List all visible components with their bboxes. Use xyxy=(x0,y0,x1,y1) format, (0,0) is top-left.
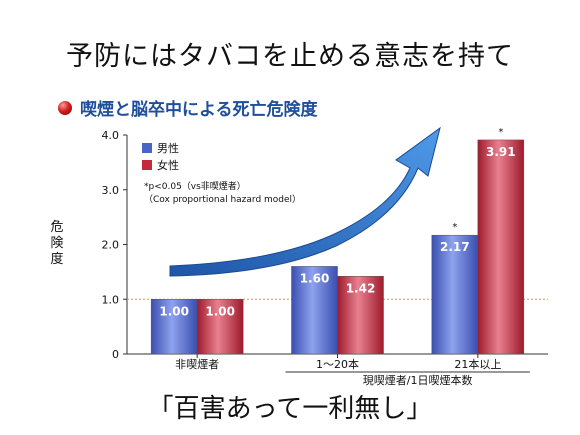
legend: 男性 女性 xyxy=(142,139,179,173)
x-tick-label: 非喫煙者 xyxy=(175,358,219,371)
legend-label-male: 男性 xyxy=(157,141,179,155)
red-bullet-icon xyxy=(58,100,72,115)
bar-value-label: 2.17 xyxy=(440,240,470,254)
y-tick-label: 3.0 xyxy=(102,184,120,197)
y-axis-label-char: 度 xyxy=(50,252,64,267)
bar-female xyxy=(337,276,384,355)
legend-swatch-male xyxy=(142,142,152,153)
legend-item-male: 男性 xyxy=(142,139,179,156)
note-line: *p<0.05（vs非喫煙者） xyxy=(144,182,246,192)
x-axis-label: 現喫煙者/1日喫煙本数 xyxy=(363,373,473,387)
slogan: 「百害あって一利無し」 xyxy=(147,394,433,424)
note-line: （Cox proportional hazard model） xyxy=(144,195,302,205)
rising-trend-arrow xyxy=(169,126,441,277)
bar-male xyxy=(291,266,338,355)
legend-item-female: 女性 xyxy=(142,156,179,173)
legend-swatch-female xyxy=(142,159,152,170)
bar-female xyxy=(196,299,244,355)
y-axis-label: 危 険 度 xyxy=(48,220,66,268)
bar-value-label: 3.91 xyxy=(486,145,516,159)
bar-value-label: 1.60 xyxy=(300,271,330,285)
x-tick-label: 21本以上 xyxy=(454,357,501,371)
x-tick-label: 1～20本 xyxy=(316,357,359,371)
y-axis-label-char: 危 xyxy=(50,220,64,235)
y-tick-label: 2.0 xyxy=(102,239,120,252)
bar-male xyxy=(431,234,479,355)
bar-value-label: 1.42 xyxy=(346,281,376,295)
bar-value-label: 1.00 xyxy=(159,304,189,318)
y-tick-label: 4.0 xyxy=(102,129,120,142)
significance-note: *p<0.05（vs非喫煙者） （Cox proportional hazard… xyxy=(144,181,301,207)
bar-value-label: 1.00 xyxy=(205,304,235,318)
subtitle-row: 喫煙と脳卒中による死亡危険度 xyxy=(58,95,318,120)
chart-subtitle: 喫煙と脳卒中による死亡危険度 xyxy=(80,100,318,120)
y-axis-label-char: 険 xyxy=(50,236,64,251)
significance-star: * xyxy=(452,222,457,233)
y-tick-label: 1.0 xyxy=(102,293,120,306)
slide-title: 予防にはタバコを止める意志を持て xyxy=(66,41,514,72)
bar-female xyxy=(477,139,525,355)
significance-star: * xyxy=(498,127,503,138)
legend-label-female: 女性 xyxy=(157,158,179,172)
y-tick-label: 0 xyxy=(112,348,119,361)
